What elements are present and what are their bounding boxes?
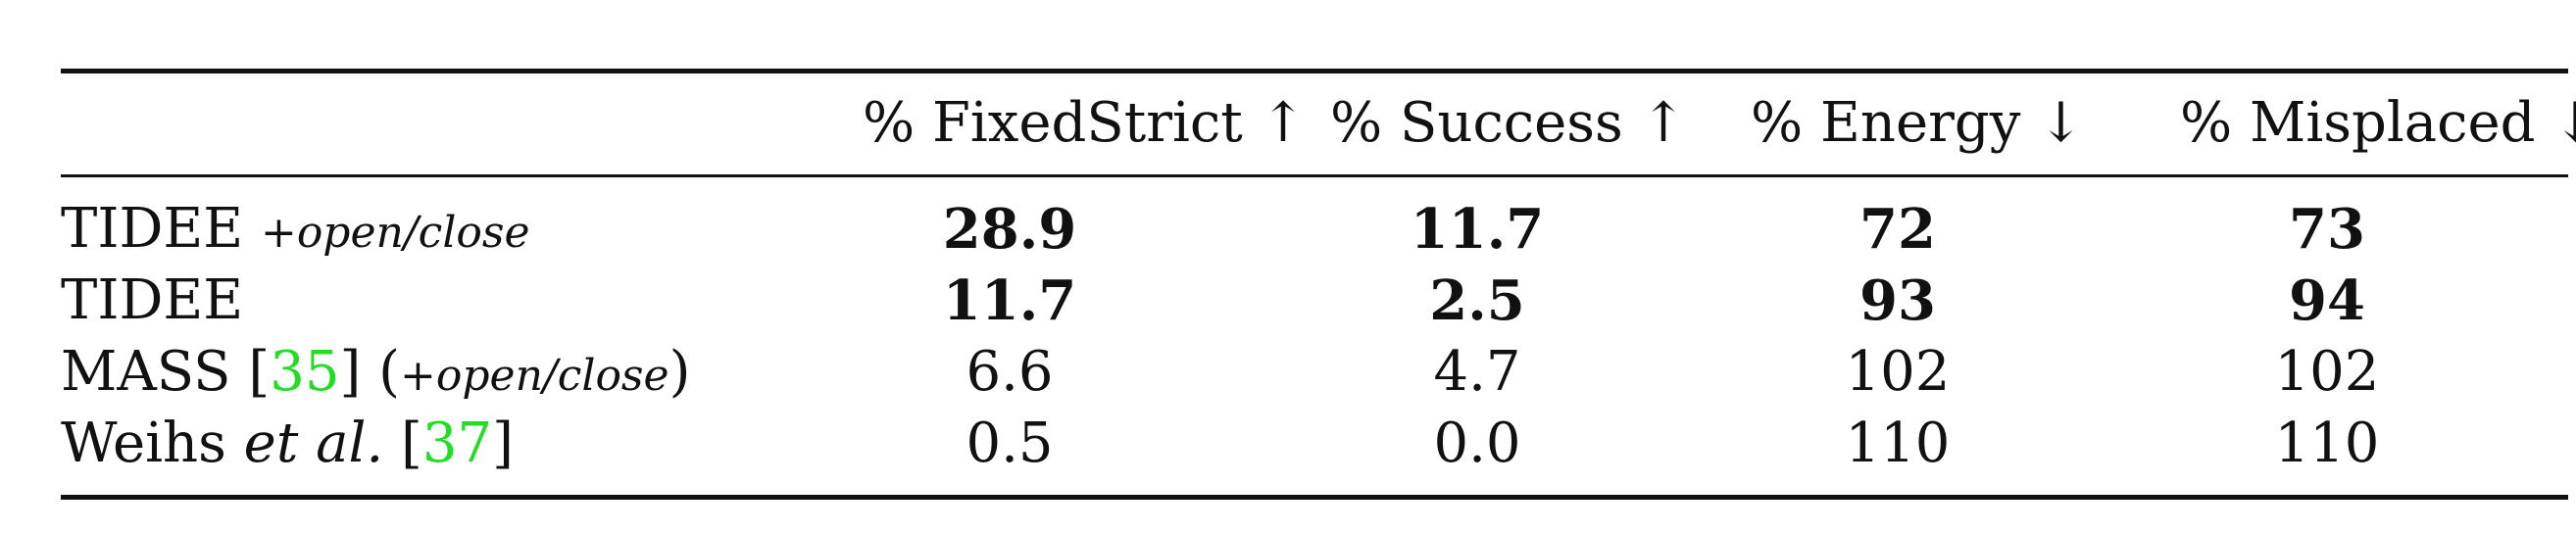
cite-open-bracket: [: [248, 340, 271, 404]
header-rule: [61, 174, 2568, 177]
method-suffix: +open/close: [260, 208, 530, 258]
table-cell: 102: [2274, 340, 2380, 404]
table-cell: 110: [1845, 412, 1951, 475]
table-cell: 0.0: [1433, 412, 1521, 475]
table-cell: 102: [1845, 340, 1951, 404]
row-label-tidee: TIDEE: [61, 273, 243, 328]
row-label-weihs: Weihs et al. [37]: [61, 416, 514, 471]
table-cell: 110: [2274, 412, 2380, 475]
cite-close-bracket: ]: [492, 412, 515, 475]
header-fixedstrict: % FixedStrict ↑: [863, 91, 1307, 155]
row-label-mass: MASS [35] (+open/close): [61, 345, 690, 400]
table-cell: 2.5: [1429, 268, 1525, 333]
method-name: TIDEE: [61, 197, 244, 261]
table-cell: 0.5: [966, 412, 1054, 475]
citation-link[interactable]: 35: [270, 340, 340, 404]
row-label-tidee-open-close: TIDEE +open/close: [61, 202, 530, 257]
et-al: et al.: [243, 412, 384, 475]
method-name: TIDEE: [61, 268, 244, 332]
paren-open: (: [378, 340, 400, 404]
method-name: Weihs: [61, 412, 226, 475]
table-cell: 73: [2289, 197, 2365, 262]
table-cell: 6.6: [966, 340, 1054, 404]
cite-open-bracket: [: [401, 412, 422, 475]
table-cell: 94: [2289, 268, 2365, 333]
citation-link[interactable]: 37: [421, 412, 493, 475]
method-name: MASS: [61, 340, 231, 404]
table-cell: 11.7: [1410, 197, 1545, 262]
cite-close-bracket: ]: [339, 340, 362, 404]
table-cell: 11.7: [942, 268, 1077, 333]
method-suffix: +open/close: [400, 351, 669, 401]
bottom-rule: [61, 495, 2568, 500]
header-energy: % Energy ↓: [1751, 91, 2085, 155]
table-cell: 4.7: [1433, 340, 1521, 404]
table-cell: 93: [1859, 268, 1936, 333]
table-cell: 28.9: [942, 197, 1077, 262]
top-rule: [61, 69, 2568, 73]
paren-close: ): [669, 340, 691, 404]
header-misplaced: % Misplaced ↓: [2180, 91, 2576, 155]
table-cell: 72: [1859, 197, 1936, 262]
header-success: % Success ↑: [1330, 91, 1687, 155]
